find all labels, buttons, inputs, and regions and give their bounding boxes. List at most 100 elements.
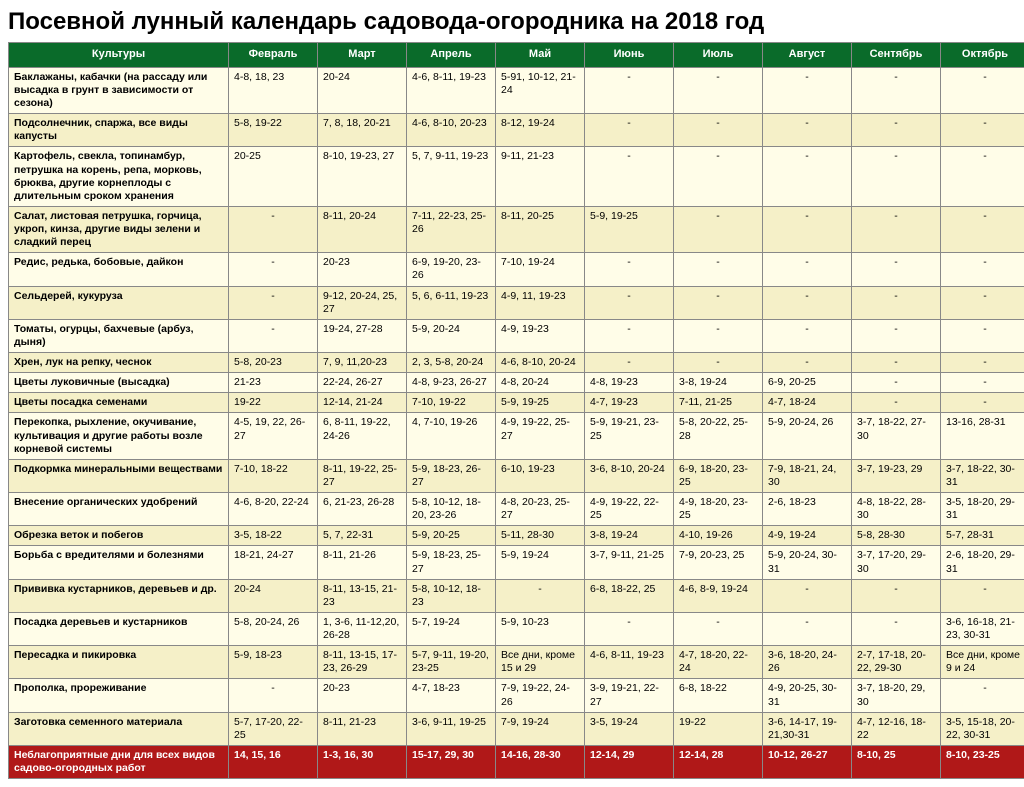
table-cell: Все дни, кроме 9 и 24 (941, 646, 1024, 679)
row-label: Перекопка, рыхление, окучивание, культив… (9, 413, 229, 459)
table-cell: - (585, 253, 674, 286)
table-cell: 8-10, 25 (852, 745, 941, 778)
table-cell: 4-7, 19-23 (585, 393, 674, 413)
table-cell: 7-10, 18-22 (229, 459, 318, 492)
table-cell: 21-23 (229, 373, 318, 393)
table-cell: 4-7, 18-24 (763, 393, 852, 413)
table-cell: 3-8, 19-24 (674, 373, 763, 393)
table-cell: 3-6, 8-10, 20-24 (585, 459, 674, 492)
table-cell: - (763, 286, 852, 319)
table-row: Цветы посадка семенами19-2212-14, 21-247… (9, 393, 1024, 413)
table-cell: - (941, 579, 1024, 612)
table-cell: 5-7, 17-20, 22-25 (229, 712, 318, 745)
col-header-month: Июль (674, 43, 763, 68)
table-cell: - (585, 286, 674, 319)
table-cell: 12-14, 29 (585, 745, 674, 778)
table-row: Редис, редька, бобовые, дайкон-20-236-9,… (9, 253, 1024, 286)
table-cell: - (941, 114, 1024, 147)
table-cell: - (763, 579, 852, 612)
table-cell: - (852, 353, 941, 373)
table-cell: - (852, 579, 941, 612)
table-cell: 6-9, 19-20, 23-26 (407, 253, 496, 286)
table-cell: 3-6, 18-20, 24-26 (763, 646, 852, 679)
table-cell: 4-6, 8-10, 20-23 (407, 114, 496, 147)
table-cell: 3-7, 17-20, 29-30 (852, 546, 941, 579)
table-cell: 6-8, 18-22 (674, 679, 763, 712)
table-row: Борьба с вредителями и болезнями18-21, 2… (9, 546, 1024, 579)
table-cell: 5-8, 10-12, 18-20, 23-26 (407, 493, 496, 526)
table-cell: 5, 6, 6-11, 19-23 (407, 286, 496, 319)
table-cell: - (585, 114, 674, 147)
table-cell: - (852, 319, 941, 352)
table-cell: 2-6, 18-23 (763, 493, 852, 526)
table-cell: - (941, 353, 1024, 373)
table-cell: - (229, 286, 318, 319)
table-cell: 5-9, 10-23 (496, 612, 585, 645)
table-cell: 3-5, 18-20, 29-31 (941, 493, 1024, 526)
table-cell: 20-23 (318, 679, 407, 712)
table-cell: 8-11, 13-15, 21-23 (318, 579, 407, 612)
table-cell: - (852, 253, 941, 286)
table-cell: - (852, 147, 941, 207)
table-cell: 5-9, 19-24 (496, 546, 585, 579)
table-cell: - (585, 147, 674, 207)
table-body: Баклажаны, кабачки (на рассаду или высад… (9, 67, 1024, 778)
table-cell: - (852, 373, 941, 393)
table-cell: - (763, 319, 852, 352)
table-cell: 4-9, 19-23 (496, 319, 585, 352)
table-cell: - (852, 393, 941, 413)
table-cell: - (674, 67, 763, 113)
table-cell: 5, 7, 9-11, 19-23 (407, 147, 496, 207)
table-cell: 7-11, 22-23, 25-26 (407, 206, 496, 252)
table-cell: 5-9, 20-24, 30-31 (763, 546, 852, 579)
table-cell: 3-6, 9-11, 19-25 (407, 712, 496, 745)
table-cell: - (496, 579, 585, 612)
row-label: Цветы посадка семенами (9, 393, 229, 413)
table-cell: 3-8, 19-24 (585, 526, 674, 546)
table-cell: 1, 3-6, 11-12,20, 26-28 (318, 612, 407, 645)
table-cell: 5-7, 9-11, 19-20, 23-25 (407, 646, 496, 679)
table-cell: 4-6, 8-11, 19-23 (585, 646, 674, 679)
table-cell: - (585, 319, 674, 352)
table-cell: - (763, 206, 852, 252)
table-cell: - (941, 206, 1024, 252)
table-cell: - (674, 286, 763, 319)
page-title: Посевной лунный календарь садовода-огоро… (8, 8, 1016, 36)
table-cell: 4-8, 9-23, 26-27 (407, 373, 496, 393)
table-cell: 7-10, 19-24 (496, 253, 585, 286)
row-label: Цветы луковичные (высадка) (9, 373, 229, 393)
table-cell: - (763, 67, 852, 113)
table-cell: 5, 7, 22-31 (318, 526, 407, 546)
table-cell: 7-9, 20-23, 25 (674, 546, 763, 579)
table-cell: - (585, 67, 674, 113)
table-cell: - (941, 373, 1024, 393)
table-header-row: КультурыФевральМартАпрельМайИюньИюльАвгу… (9, 43, 1024, 68)
table-cell: - (941, 253, 1024, 286)
table-cell: 19-22 (229, 393, 318, 413)
table-cell: 4-7, 12-16, 18-22 (852, 712, 941, 745)
table-cell: - (229, 206, 318, 252)
table-cell: - (763, 612, 852, 645)
table-cell: - (585, 353, 674, 373)
table-cell: 8-11, 19-22, 25-27 (318, 459, 407, 492)
table-row: Картофель, свекла, топинамбур, петрушка … (9, 147, 1024, 207)
table-cell: 5-9, 20-25 (407, 526, 496, 546)
col-header-month: Июнь (585, 43, 674, 68)
table-cell: 4-8, 19-23 (585, 373, 674, 393)
table-cell: - (852, 612, 941, 645)
table-cell: 14, 15, 16 (229, 745, 318, 778)
table-cell: 6-10, 19-23 (496, 459, 585, 492)
table-cell: - (941, 319, 1024, 352)
table-cell: 3-7, 18-22, 27-30 (852, 413, 941, 459)
table-cell: - (852, 286, 941, 319)
table-cell: 4-6, 8-20, 22-24 (229, 493, 318, 526)
table-cell: 3-6, 16-18, 21-23, 30-31 (941, 612, 1024, 645)
table-cell: 10-12, 26-27 (763, 745, 852, 778)
table-cell: 19-24, 27-28 (318, 319, 407, 352)
table-cell: - (941, 67, 1024, 113)
table-cell: 20-24 (318, 67, 407, 113)
table-row: Сельдерей, кукуруза-9-12, 20-24, 25, 275… (9, 286, 1024, 319)
table-cell: 18-21, 24-27 (229, 546, 318, 579)
col-header-month: Август (763, 43, 852, 68)
table-cell: 5-8, 28-30 (852, 526, 941, 546)
